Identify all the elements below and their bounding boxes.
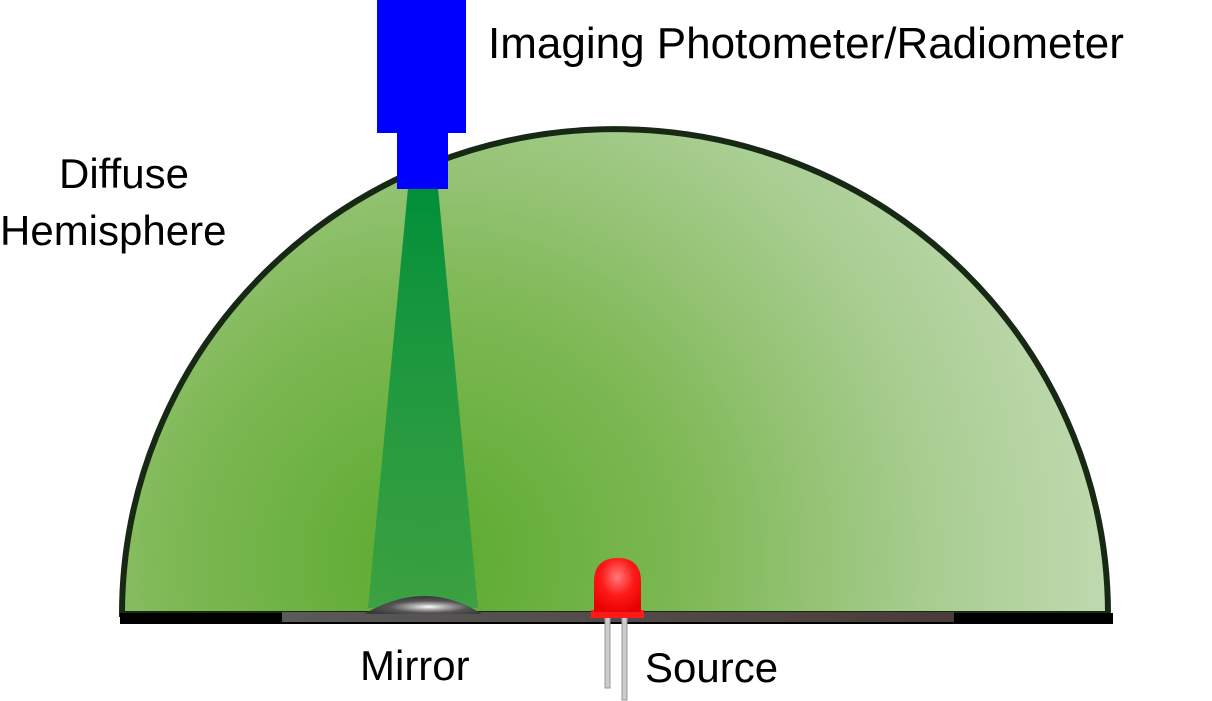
source-label: Source	[645, 644, 778, 691]
instrument-label: Imaging Photometer/Radiometer	[488, 19, 1124, 68]
mirror-label: Mirror	[360, 642, 470, 689]
hemisphere-label-line2: Hemisphere	[0, 207, 226, 254]
led-flange	[591, 610, 644, 618]
led-lead-right	[621, 614, 628, 701]
mirror-icon	[364, 596, 482, 614]
measurement-beam	[368, 188, 478, 608]
hemisphere-label-line1: Diffuse	[59, 150, 189, 197]
led-lead-left	[604, 614, 611, 689]
led-icon	[591, 558, 644, 701]
diffuse-hemisphere-dome	[118, 126, 1112, 617]
instrument-body	[377, 0, 466, 133]
instrument-lens	[397, 130, 448, 189]
led-body	[594, 558, 641, 612]
camera-icon	[377, 0, 466, 189]
